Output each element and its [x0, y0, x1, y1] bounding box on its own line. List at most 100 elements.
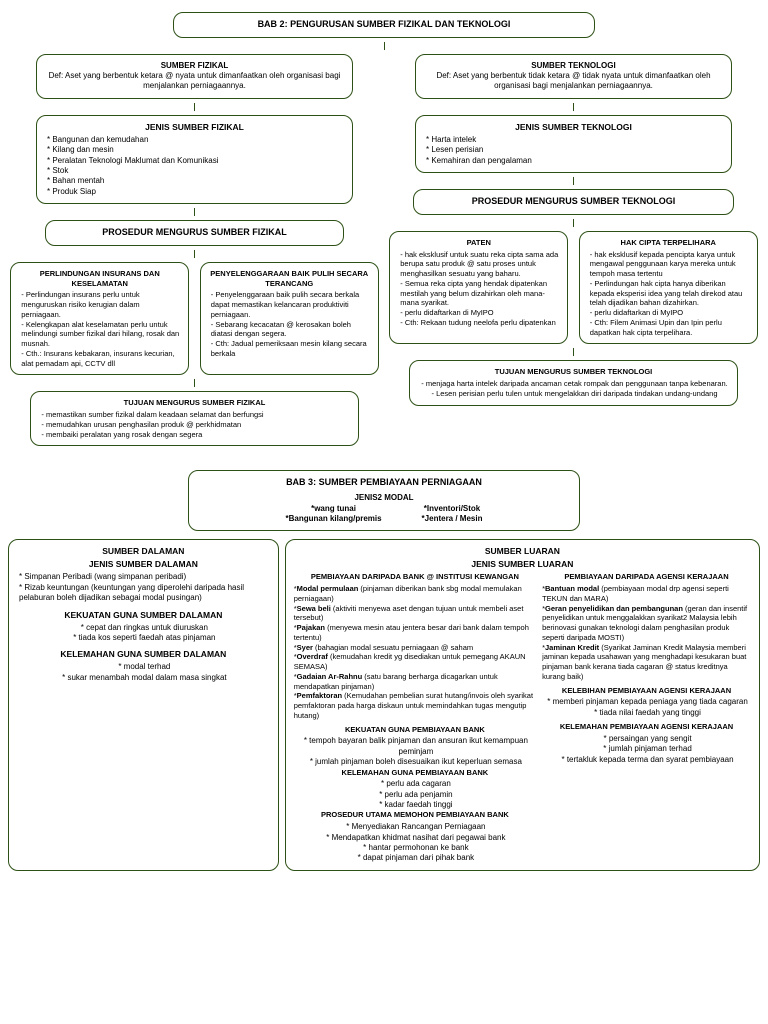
list-item: cepat dan ringkas untuk diuruskan	[19, 623, 270, 633]
list-item: *Geran penyelidikan dan pembangunan (ger…	[542, 604, 751, 643]
bab2-row: SUMBER FIZIKAL Def: Aset yang berbentuk …	[8, 50, 760, 451]
list-item: *Modal permulaan (pinjaman diberikan ban…	[294, 584, 536, 604]
tek-jenis-title: JENIS SUMBER TEKNOLOGI	[424, 122, 723, 133]
list-item: *Jaminan Kredit (Syarikat Jaminan Kredit…	[542, 643, 751, 682]
tek-jenis-list: Harta intelekLesen perisianKemahiran dan…	[424, 135, 723, 166]
agensi-items: *Bantuan modal (pembiayaan modal drp age…	[542, 584, 751, 682]
agensi-kelebihan-title: KELEBIHAN PEMBIAYAAN AGENSI KERAJAAN	[542, 686, 751, 696]
list-item: Cth: Filem Animasi Upin dan Ipin perlu d…	[590, 318, 749, 338]
insurans-title: PERLINDUNGAN INSURANS DAN KESELAMATAN	[19, 269, 180, 289]
modal-4: *Jentera / Mesin	[422, 514, 483, 524]
list-item: Cth.: Insurans kebakaran, insurans kecur…	[21, 349, 180, 369]
list-item: Kemahiran dan pengalaman	[426, 156, 723, 166]
agensi-title: PEMBIAYAAN DARIPADA AGENSI KERAJAAN	[542, 572, 751, 582]
list-item: Simpanan Peribadi (wang simpanan peribad…	[19, 572, 270, 582]
insurans-box: PERLINDUNGAN INSURANS DAN KESELAMATAN Pe…	[10, 262, 189, 376]
list-item: Bahan mentah	[47, 176, 344, 186]
bab3-title: BAB 3: SUMBER PEMBIAYAAN PERNIAGAAN	[197, 477, 570, 489]
list-item: membaiki peralatan yang rosak dengan seg…	[41, 430, 349, 440]
dalaman-kekuatan-list: cepat dan ringkas untuk diuruskantiada k…	[17, 623, 270, 644]
hakcipta-title: HAK CIPTA TERPELIHARA	[588, 238, 749, 248]
list-item: kadar faedah tinggi	[296, 800, 536, 810]
list-item: Semua reka cipta yang hendak dipatenkan …	[400, 279, 559, 308]
dalaman-jenis-list: Simpanan Peribadi (wang simpanan peribad…	[17, 572, 270, 603]
dalaman-kelemahan-title: KELEMAHAN GUNA SUMBER DALAMAN	[17, 649, 270, 660]
agensi-kelebihan-list: memberi pinjaman kepada peniaga yang tia…	[542, 697, 751, 718]
list-item: memberi pinjaman kepada peniaga yang tia…	[544, 697, 751, 707]
penyelenggaraan-list: Penyelenggaraan baik pulih secara berkal…	[209, 290, 370, 358]
list-item: persaingan yang sengit	[544, 734, 751, 744]
bank-kekuatan-list: tempoh bayaran balik pinjaman dan ansura…	[294, 736, 536, 767]
fizikal-def-box: SUMBER FIZIKAL Def: Aset yang berbentuk …	[36, 54, 353, 99]
dalaman-jenis-title: JENIS SUMBER DALAMAN	[17, 559, 270, 570]
list-item: tiada nilai faedah yang tinggi	[544, 708, 751, 718]
list-item: Produk Siap	[47, 187, 344, 197]
tek-tujuan-box: TUJUAN MENGURUS SUMBER TEKNOLOGI menjaga…	[409, 360, 737, 405]
fizikal-jenis-box: JENIS SUMBER FIZIKAL Bangunan dan kemuda…	[36, 115, 353, 204]
list-item: jumlah pinjaman terhad	[544, 744, 751, 754]
list-item: dapat pinjaman dari pihak bank	[296, 853, 536, 863]
list-item: Perlindungan insurans perlu untuk mengur…	[21, 290, 180, 319]
list-item: Peralatan Teknologi Maklumat dan Komunik…	[47, 156, 344, 166]
list-item: hak eksklusif untuk suatu reka cipta sam…	[400, 250, 559, 279]
list-item: Sebarang kecacatan @ kerosakan boleh dia…	[211, 320, 370, 340]
bank-prosedur-list: Menyediakan Rancangan PerniagaanMendapat…	[294, 822, 536, 864]
bab3-jenis-title: JENIS2 MODAL	[197, 493, 570, 503]
tek-def: Def: Aset yang berbentuk tidak ketara @ …	[424, 71, 723, 92]
list-item: jumlah pinjaman boleh disesuaikan ikut k…	[296, 757, 536, 767]
list-item: *Bantuan modal (pembiayaan modal drp age…	[542, 584, 751, 604]
list-item: tiada kos seperti faedah atas pinjaman	[19, 633, 270, 643]
bank-col: PEMBIAYAAN DARIPADA BANK @ INSTITUSI KEW…	[294, 572, 536, 863]
bab2-title: BAB 2: PENGURUSAN SUMBER FIZIKAL DAN TEK…	[173, 12, 594, 38]
list-item: Menyediakan Rancangan Perniagaan	[296, 822, 536, 832]
list-item: menjaga harta intelek daripada ancaman c…	[420, 379, 728, 389]
list-item: Lesen perisian	[426, 145, 723, 155]
list-item: tertakluk kepada terma dan syarat pembia…	[544, 755, 751, 765]
list-item: sukar menambah modal dalam masa singkat	[19, 673, 270, 683]
agensi-col: PEMBIAYAAN DARIPADA AGENSI KERAJAAN *Ban…	[542, 572, 751, 863]
list-item: *Syer (bahagian modal sesuatu perniagaan…	[294, 643, 536, 653]
bank-prosedur-title: PROSEDUR UTAMA MEMOHON PEMBIAYAAN BANK	[294, 810, 536, 820]
list-item: *Pajakan (menyewa mesin atau jentera bes…	[294, 623, 536, 643]
list-item: *Gadaian Ar-Rahnu (satu barang berharga …	[294, 672, 536, 692]
list-item: perlu ada penjamin	[296, 790, 536, 800]
tek-prosedur-title: PROSEDUR MENGURUS SUMBER TEKNOLOGI	[413, 189, 734, 215]
fizikal-heading: SUMBER FIZIKAL	[45, 61, 344, 71]
list-item: *Sewa beli (aktiviti menyewa aset dengan…	[294, 604, 536, 624]
bank-kekuatan-title: KEKUATAN GUNA PEMBIAYAAN BANK	[294, 725, 536, 735]
list-item: Mendapatkan khidmat nasihat dari pegawai…	[296, 833, 536, 843]
paten-box: PATEN hak eksklusif untuk suatu reka cip…	[389, 231, 568, 345]
luaran-box: SUMBER LUARAN JENIS SUMBER LUARAN PEMBIA…	[285, 539, 760, 871]
fizikal-def: Def: Aset yang berbentuk ketara @ nyata …	[45, 71, 344, 92]
list-item: Cth: Jadual pemeriksaan mesin kilang sec…	[211, 339, 370, 359]
hakcipta-list: hak eksklusif kepada pencipta karya untu…	[588, 250, 749, 338]
bank-kelemahan-list: perlu ada cagaranperlu ada penjaminkadar…	[294, 779, 536, 810]
list-item: Rizab keuntungan (keuntungan yang dipero…	[19, 583, 270, 604]
list-item: Cth: Rekaan tudung neelofa perlu dipaten…	[400, 318, 559, 328]
bank-items: *Modal permulaan (pinjaman diberikan ban…	[294, 584, 536, 721]
agensi-kelemahan-list: persaingan yang sengitjumlah pinjaman te…	[542, 734, 751, 765]
tek-def-box: SUMBER TEKNOLOGI Def: Aset yang berbentu…	[415, 54, 732, 99]
hakcipta-box: HAK CIPTA TERPELIHARA hak eksklusif kepa…	[579, 231, 758, 345]
modal-1: *wang tunai	[286, 504, 382, 514]
list-item: *Overdraf (kemudahan kredit yg disediaka…	[294, 652, 536, 672]
penyelenggaraan-title: PENYELENGGARAAN BAIK PULIH SECARA TERANC…	[209, 269, 370, 289]
modal-3: *Inventori/Stok	[422, 504, 483, 514]
list-item: perlu didaftarkan di MyIPO	[400, 308, 559, 318]
bab3-header-box: BAB 3: SUMBER PEMBIAYAAN PERNIAGAAN JENI…	[188, 470, 579, 531]
fizikal-jenis-title: JENIS SUMBER FIZIKAL	[45, 122, 344, 133]
bab3-row: SUMBER DALAMAN JENIS SUMBER DALAMAN Simp…	[8, 535, 760, 875]
tek-jenis-box: JENIS SUMBER TEKNOLOGI Harta intelekLese…	[415, 115, 732, 173]
list-item: Kilang dan mesin	[47, 145, 344, 155]
list-item: Penyelenggaraan baik pulih secara berkal…	[211, 290, 370, 319]
modal-2: *Bangunan kilang/premis	[286, 514, 382, 524]
paten-list: hak eksklusif untuk suatu reka cipta sam…	[398, 250, 559, 328]
agensi-kelemahan-title: KELEMAHAN PEMBIAYAAN AGENSI KERAJAAN	[542, 722, 751, 732]
tek-tujuan-title: TUJUAN MENGURUS SUMBER TEKNOLOGI	[418, 367, 728, 377]
list-item: Stok	[47, 166, 344, 176]
fizikal-jenis-list: Bangunan dan kemudahanKilang dan mesinPe…	[45, 135, 344, 197]
list-item: hak eksklusif kepada pencipta karya untu…	[590, 250, 749, 279]
insurans-list: Perlindungan insurans perlu untuk mengur…	[19, 290, 180, 368]
list-item: tempoh bayaran balik pinjaman dan ansura…	[296, 736, 536, 757]
fizikal-col: SUMBER FIZIKAL Def: Aset yang berbentuk …	[8, 50, 381, 451]
